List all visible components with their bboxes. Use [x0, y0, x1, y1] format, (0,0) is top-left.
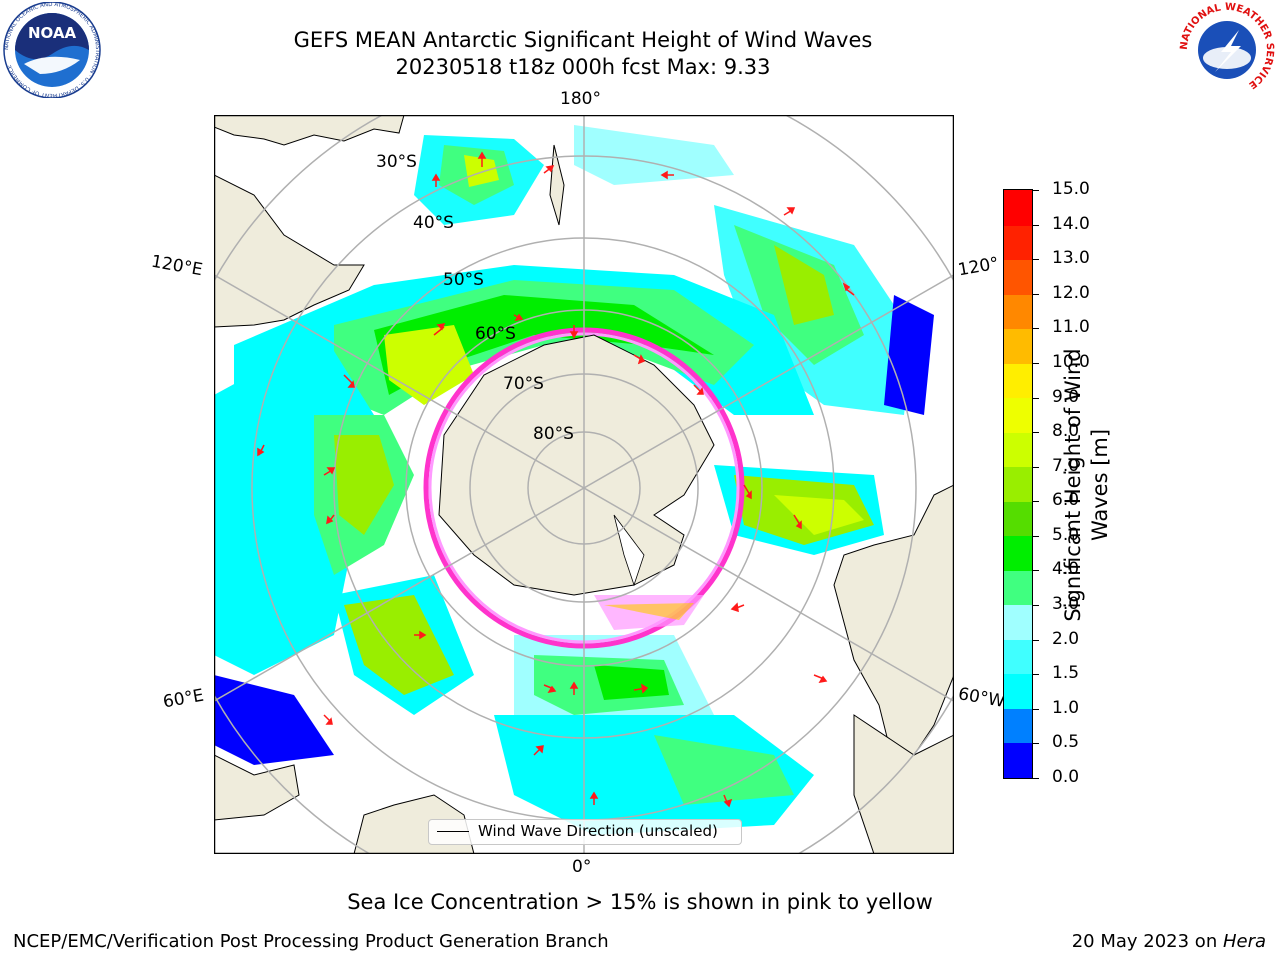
nws-logo: NATIONAL WEATHER SERVICE [1179, 2, 1275, 97]
colorbar-tick-mark [1033, 570, 1039, 572]
colorbar-segment [1004, 432, 1032, 468]
colorbar-label-line1: Significant Height of Wind [1061, 348, 1085, 622]
colorbar-tick-label: 14.0 [1052, 213, 1090, 234]
colorbar-tick-mark [1033, 190, 1039, 191]
footer-date: 20 May 2023 on Hera [1072, 931, 1266, 952]
colorbar-tick-mark [1033, 432, 1039, 434]
colorbar-segment [1004, 363, 1032, 399]
colorbar-segment [1004, 535, 1032, 571]
lat-label-30s: 30°S [376, 152, 417, 172]
footer-branch: NCEP/EMC/Verification Post Processing Pr… [13, 931, 609, 952]
colorbar-tick-label: 13.0 [1052, 248, 1090, 269]
wave-direction-arrows [257, 151, 855, 808]
legend-label: Wind Wave Direction (unscaled) [478, 822, 718, 840]
colorbar-tick-mark [1033, 708, 1039, 710]
colorbar-tick-label: 6.0 [1052, 490, 1080, 511]
lat-label-40s: 40°S [413, 213, 454, 233]
lon-label-60w: 60°W [956, 684, 1007, 712]
colorbar-tick-mark [1033, 674, 1039, 676]
colorbar-segment [1004, 708, 1032, 744]
colorbar-tick-mark [1033, 501, 1039, 503]
colorbar-tick-label: 12.0 [1052, 282, 1090, 303]
colorbar-tick-mark [1033, 259, 1039, 261]
colorbar-tick-label: 0.5 [1052, 732, 1080, 753]
chart-subtitle: 20230518 t18z 000h fcst Max: 9.33 [395, 55, 771, 79]
noaa-logo: NATIONAL OCEANIC AND ATMOSPHERIC ADMINIS… [3, 2, 101, 98]
legend-line-sample [437, 831, 469, 832]
colorbar-tick-label: 10.0 [1052, 351, 1090, 372]
lat-label-80s: 80°S [533, 424, 574, 444]
colorbar-segment [1004, 190, 1032, 226]
colorbar-tick-mark [1033, 397, 1039, 399]
colorbar-segment [1004, 397, 1032, 433]
map-legend: Wind Wave Direction (unscaled) [428, 819, 742, 845]
footer-date-text: 20 May 2023 on [1071, 931, 1223, 952]
colorbar-tick-label: 1.0 [1052, 697, 1080, 718]
lon-label-120w: 120° [956, 253, 1001, 281]
lon-label-60e: 60°E [161, 685, 206, 713]
lat-label-70s: 70°S [503, 374, 544, 394]
colorbar-tick-label: 8.0 [1052, 421, 1080, 442]
colorbar-tick-label: 3.0 [1052, 594, 1080, 615]
colorbar-tick-mark [1033, 605, 1039, 607]
sea-ice-note: Sea Ice Concentration > 15% is shown in … [347, 890, 933, 914]
lat-label-60s: 60°S [475, 324, 516, 344]
colorbar-segment [1004, 501, 1032, 537]
colorbar-tick-mark [1033, 743, 1039, 745]
colorbar-segment [1004, 570, 1032, 606]
noaa-logo-text: NOAA [28, 24, 77, 42]
colorbar-tick-label: 15.0 [1052, 179, 1090, 199]
colorbar [1003, 189, 1033, 779]
antarctica [438, 334, 715, 596]
lat-label-50s: 50°S [443, 270, 484, 290]
colorbar-tick-label: 11.0 [1052, 317, 1090, 338]
colorbar-tick-label: 9.0 [1052, 386, 1080, 407]
colorbar-segment [1004, 259, 1032, 295]
colorbar-tick-label: 2.0 [1052, 628, 1080, 649]
colorbar-tick-mark [1033, 293, 1039, 295]
colorbar-tick-label: 4.0 [1052, 559, 1080, 580]
colorbar-segment [1004, 742, 1032, 778]
colorbar-tick-mark [1033, 328, 1039, 330]
colorbar-segment [1004, 294, 1032, 330]
lon-label-180: 180° [560, 89, 601, 109]
colorbar-tick-mark [1033, 224, 1039, 226]
colorbar-tick-mark [1033, 639, 1039, 641]
footer-host: Hera [1222, 931, 1266, 952]
colorbar-tick-mark [1033, 466, 1039, 468]
wave-height-map [214, 115, 954, 854]
colorbar-segment [1004, 673, 1032, 709]
colorbar-label: Significant Height of Wind Waves [m] [1060, 348, 1114, 621]
colorbar-tick-label: 7.0 [1052, 455, 1080, 476]
colorbar-segment [1004, 224, 1032, 261]
colorbar-segment [1004, 639, 1032, 675]
chart-title: GEFS MEAN Antarctic Significant Height o… [293, 28, 873, 52]
colorbar-tick-label: 1.5 [1052, 663, 1080, 684]
lon-label-120e: 120°E [149, 251, 205, 281]
colorbar-tick-mark [1033, 362, 1039, 364]
colorbar-segment [1004, 604, 1032, 640]
colorbar-tick-mark [1033, 535, 1039, 537]
colorbar-tick-label: 0.0 [1052, 767, 1080, 787]
colorbar-segment [1004, 466, 1032, 502]
colorbar-label-line2: Waves [m] [1088, 428, 1112, 542]
colorbar-tick-mark [1033, 778, 1039, 779]
lon-label-0: 0° [572, 857, 592, 877]
colorbar-segment [1004, 328, 1032, 364]
land-masses [214, 115, 954, 854]
colorbar-tick-label: 5.0 [1052, 524, 1080, 545]
